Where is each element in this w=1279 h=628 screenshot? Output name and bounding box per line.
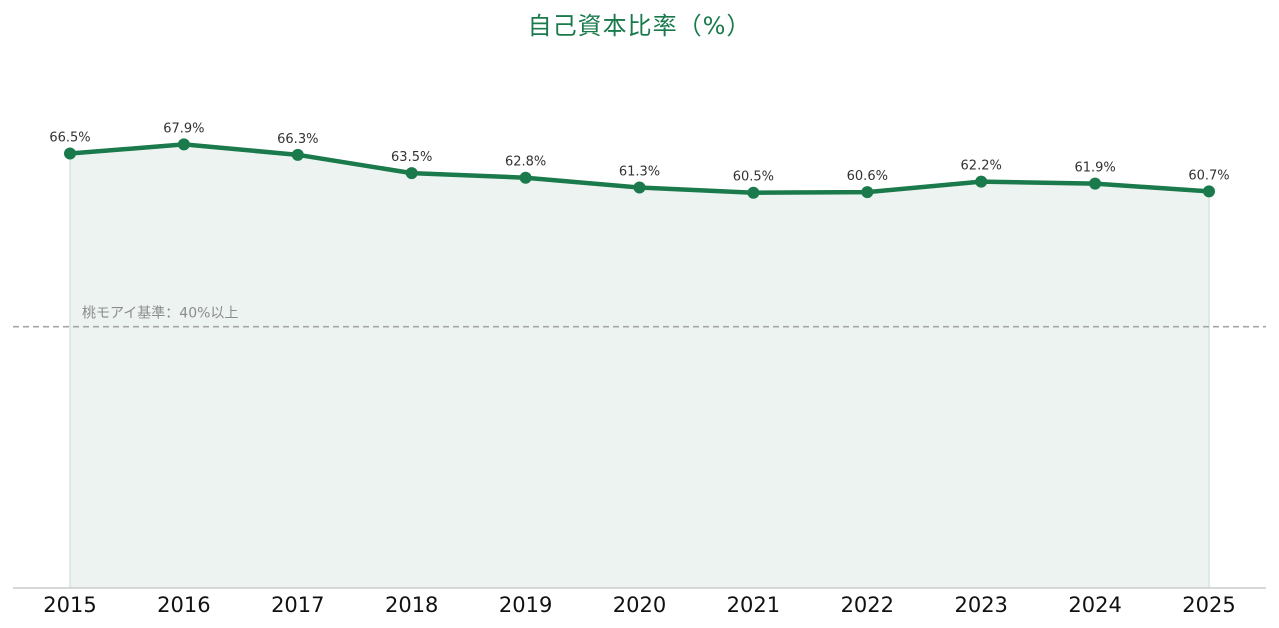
reference-line-label: 桃モアイ基準：40%以上 (82, 305, 238, 322)
x-tick-label: 2015 (43, 593, 96, 617)
data-label: 61.3% (619, 165, 660, 180)
data-label: 62.2% (961, 159, 1002, 174)
data-point (64, 147, 76, 160)
x-tick-label: 2025 (1182, 593, 1235, 617)
data-point (1203, 185, 1215, 198)
area-fill (70, 144, 1209, 589)
x-tick-label: 2016 (157, 593, 210, 617)
data-point (291, 148, 304, 161)
data-point (861, 186, 874, 199)
data-label: 60.7% (1188, 168, 1229, 183)
data-point (975, 175, 988, 188)
x-tick-label: 2022 (841, 593, 894, 617)
data-label: 60.6% (847, 169, 888, 184)
x-tick-label: 2021 (727, 593, 780, 617)
data-label: 66.3% (277, 132, 318, 147)
data-point (177, 138, 190, 151)
data-point (1089, 177, 1102, 190)
data-label: 61.9% (1074, 161, 1115, 176)
x-tick-label: 2019 (499, 593, 552, 617)
x-tick-label: 2018 (385, 593, 438, 617)
x-tick-label: 2017 (271, 593, 324, 617)
data-label: 67.9% (163, 121, 204, 136)
data-label: 62.8% (505, 155, 546, 170)
x-tick-label: 2024 (1068, 593, 1121, 617)
data-label: 66.5% (49, 131, 90, 146)
data-point (519, 171, 532, 184)
data-point (405, 167, 418, 180)
data-point (633, 181, 646, 194)
x-tick-label: 2023 (954, 593, 1007, 617)
x-tick-label: 2020 (613, 593, 666, 617)
chart-title: 自己資本比率（%） (527, 12, 752, 40)
data-label: 63.5% (391, 150, 432, 165)
data-label: 60.5% (733, 170, 774, 185)
data-point (747, 186, 760, 199)
